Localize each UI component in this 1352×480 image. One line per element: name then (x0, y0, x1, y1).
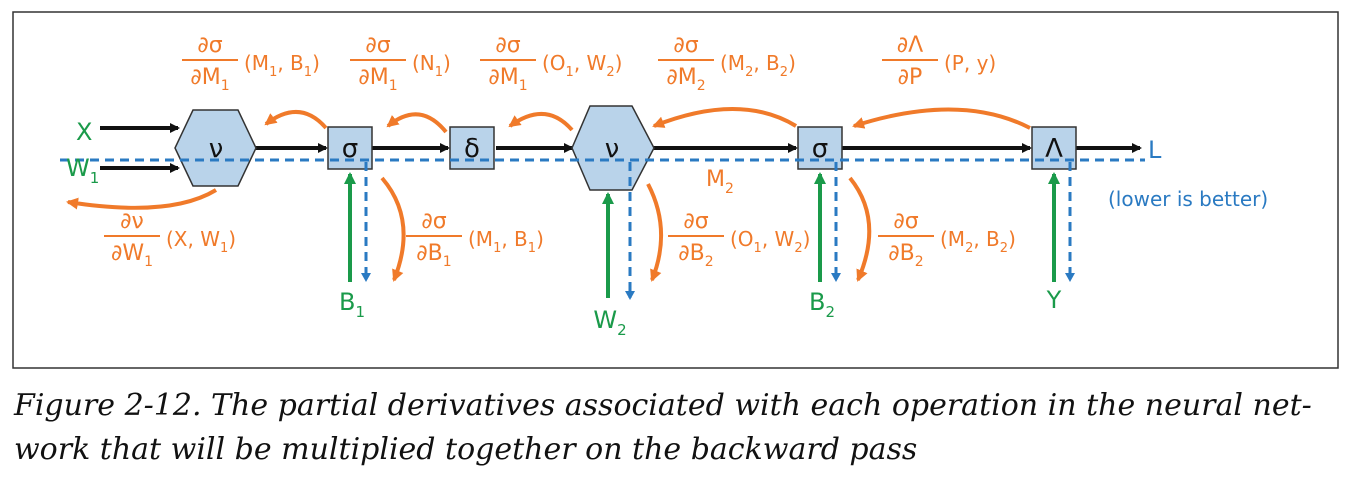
forward-arrows (100, 123, 1142, 173)
top-derivative-5: ∂Λ ∂P (P, y) (882, 33, 996, 90)
caption-line-1: Figure 2-12. The partial derivatives ass… (14, 388, 1312, 423)
bottom-derivative-1: ∂ν ∂W1 (X, W1) (104, 209, 236, 270)
figure-caption: Figure 2-12. The partial derivatives ass… (14, 384, 1334, 472)
top-derivative-denominator: ∂M1 (488, 65, 527, 94)
m2-label: M2 (706, 167, 734, 197)
lower-is-better-label: (lower is better) (1108, 187, 1268, 211)
top-derivative-numerator: ∂σ (495, 33, 520, 58)
lambda-label: Λ (1045, 134, 1063, 164)
nu2-to-w2-grad-arrow (646, 183, 664, 282)
top-derivative-args: (M2, B2) (720, 51, 796, 80)
b1-label: B1 (339, 288, 365, 321)
orange-backward-arrows (66, 107, 1031, 282)
bottom-derivative-numerator: ∂σ (683, 209, 708, 234)
green-param-arrows (344, 172, 1060, 298)
derivative-labels: ∂σ ∂M1 (M1, B1) ∂σ ∂M1 (N1) ∂σ ∂M1 (O1, W2) ∂σ ∂M2… (104, 33, 1016, 270)
top-derivative-1: ∂σ ∂M1 (M1, B1) (182, 33, 320, 94)
sigma1-label: σ (342, 134, 358, 164)
top-derivative-denominator: ∂M1 (358, 65, 397, 94)
bottom-derivative-args: (M1, B1) (468, 227, 544, 256)
caption-line-2: work that will be multiplied together on… (14, 432, 918, 467)
nu2-to-delta-grad-arrow (508, 111, 574, 132)
sigma1-to-b1-grad-arrow (380, 176, 406, 282)
bottom-derivative-numerator: ∂σ (893, 209, 918, 234)
top-derivative-denominator: ∂M2 (666, 65, 705, 94)
top-derivative-2: ∂σ ∂M1 (N1) (350, 33, 451, 94)
bottom-derivative-4: ∂σ ∂B2 (M2, B2) (878, 209, 1016, 270)
top-derivative-denominator: ∂M1 (190, 65, 229, 94)
bottom-derivative-numerator: ∂ν (120, 209, 144, 234)
top-derivative-denominator: ∂P (898, 65, 923, 90)
top-derivative-args: (N1) (412, 51, 451, 80)
top-derivative-args: (O1, W2) (542, 51, 622, 80)
bottom-derivative-denominator: ∂B2 (888, 241, 923, 270)
top-derivative-4: ∂σ ∂M2 (M2, B2) (658, 33, 796, 94)
bottom-derivative-denominator: ∂B1 (416, 241, 451, 270)
dashed-blue-lines (60, 158, 1145, 300)
delta-label: δ (464, 134, 480, 164)
sigma2-label: σ (812, 134, 828, 164)
top-derivative-3: ∂σ ∂M1 (O1, W2) (480, 33, 622, 94)
top-derivative-args: (M1, B1) (244, 51, 320, 80)
figure-frame (12, 11, 1339, 369)
bottom-derivative-args: (M2, B2) (940, 227, 1016, 256)
w2-label: W2 (593, 306, 626, 339)
nu1-node (174, 109, 257, 187)
top-derivative-args: (P, y) (944, 51, 996, 75)
nu1-label: ν (209, 134, 224, 164)
bottom-derivative-args: (O1, W2) (730, 227, 810, 256)
b2-label: B2 (809, 288, 835, 321)
bottom-derivative-args: (X, W1) (166, 227, 236, 256)
top-derivative-numerator: ∂Λ (897, 33, 923, 58)
bottom-derivative-denominator: ∂B2 (678, 241, 713, 270)
nu2-node (571, 105, 655, 191)
delta-to-sigma1-grad-arrow (386, 112, 448, 134)
bottom-derivative-2: ∂σ ∂B1 (M1, B1) (406, 209, 544, 270)
sigma2-to-b2-grad-arrow (848, 176, 872, 282)
delta-node (449, 126, 495, 170)
top-derivative-numerator: ∂σ (197, 33, 222, 58)
l-output-label: L (1148, 136, 1162, 164)
nu1-to-w1-grad-arrow (66, 188, 218, 210)
bottom-derivative-3: ∂σ ∂B2 (O1, W2) (668, 209, 810, 270)
bottom-derivative-numerator: ∂σ (421, 209, 446, 234)
top-derivative-numerator: ∂σ (673, 33, 698, 58)
w1-input-label: W1 (66, 154, 99, 187)
top-derivative-numerator: ∂σ (365, 33, 390, 58)
lambda-to-sigma2-grad-arrow (852, 107, 1031, 130)
nu2-label: ν (605, 134, 620, 164)
sigma2-to-nu2-grad-arrow (652, 107, 798, 128)
bottom-derivative-denominator: ∂W1 (111, 241, 153, 270)
x-input-label: X (76, 118, 92, 146)
y-label: Y (1046, 286, 1062, 314)
sigma1-to-nu1-grad-arrow (264, 109, 328, 130)
